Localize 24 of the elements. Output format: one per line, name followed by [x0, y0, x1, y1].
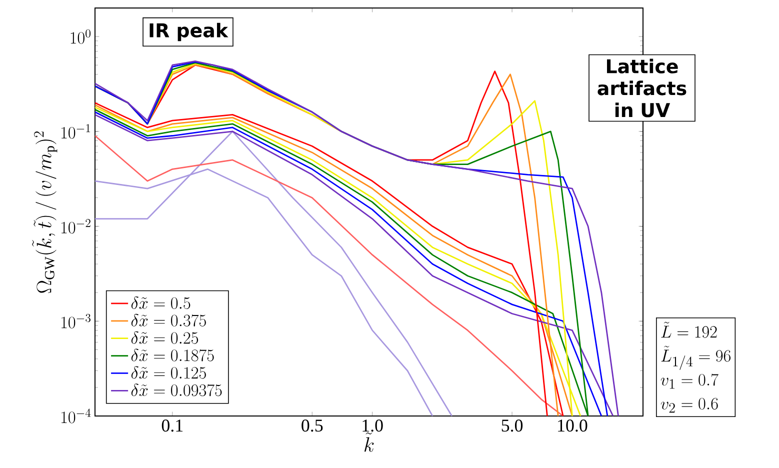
legend-label: $\delta\tilde{x} = 0.25$ — [131, 331, 198, 344]
y-tick-label: $10^{-1}$ — [62, 124, 90, 139]
text: $v_2 = 0.6$ — [660, 398, 718, 413]
legend-label: $\delta\tilde{x} = 0.09375$ — [131, 384, 222, 396]
x-axis-title: $\tilde{k}$ — [364, 432, 374, 452]
text: $v_1 = 0.7$ — [660, 374, 718, 389]
x-tick-label: 1.0 — [362, 420, 383, 432]
y-tick-label: $10^{0}$ — [70, 29, 90, 44]
y-tick-label: $10^{-4}$ — [62, 408, 91, 424]
x-tick-label: 5.0 — [502, 420, 523, 432]
y-tick-label: $10^{-2}$ — [62, 219, 90, 234]
legend-label: $\delta\tilde{x} = 0.1875$ — [131, 348, 214, 362]
y-axis-title: $\Omega_{\rm GW}(\tilde{k},\tilde{t})\,/\,(v/m_{\rm p})^2$ — [32, 131, 58, 293]
x-tick-label: 10.0 — [558, 420, 588, 432]
y-tick-label: $10^{-3}$ — [62, 314, 90, 328]
text: $\tilde{L} = 192$ — [661, 322, 717, 338]
annotation: IR peak — [150, 22, 228, 42]
x-tick-label: 0.1 — [162, 420, 183, 432]
text: $\tilde{L}_{1/4} = 96$ — [661, 346, 730, 370]
legend-label: $\delta\tilde{x} = 0.125$ — [131, 366, 206, 379]
x-tick-label: 0.5 — [302, 420, 323, 432]
legend-label: $\delta\tilde{x} = 0.375$ — [131, 314, 206, 326]
annotation: Lattice artifacts in UV — [598, 58, 686, 118]
legend-label: $\delta\tilde{x} = 0.5$ — [131, 296, 190, 309]
